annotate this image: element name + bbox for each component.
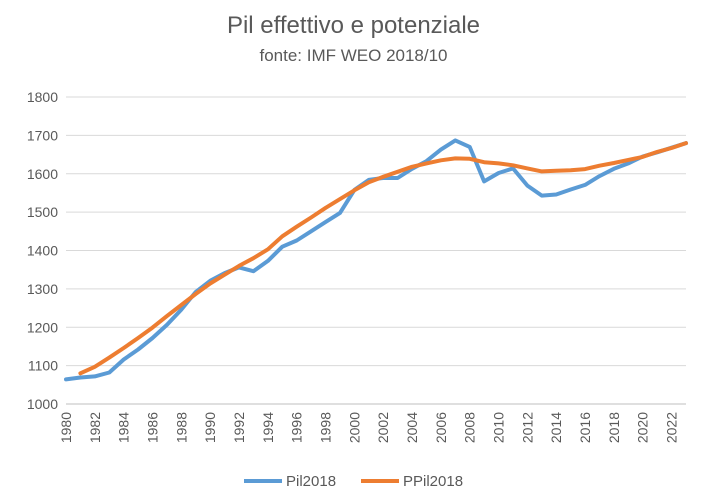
- x-tick-label: 2012: [519, 412, 535, 443]
- series-line-ppil2018: [78, 141, 688, 376]
- y-tick-label: 1300: [27, 281, 58, 297]
- x-tick-label: 2006: [433, 412, 449, 443]
- x-tick-label: 2018: [606, 412, 622, 443]
- y-tick-label: 1100: [28, 358, 58, 374]
- x-tick-label: 2002: [375, 412, 391, 443]
- x-tick-label: 1996: [289, 412, 305, 443]
- y-tick-label: 1800: [27, 89, 58, 105]
- x-tick-label: 1988: [173, 412, 189, 443]
- x-tick-label: 2022: [664, 412, 680, 443]
- x-tick-label: 1986: [145, 412, 161, 443]
- x-tick-label: 2020: [635, 412, 651, 443]
- x-tick-label: 1982: [87, 412, 103, 443]
- series-line-pil2018: [64, 138, 688, 382]
- x-tick-label: 1998: [318, 412, 334, 443]
- x-tick-label: 1990: [202, 412, 218, 443]
- x-tick-label: 1984: [116, 412, 132, 443]
- x-tick-label: 1992: [231, 412, 247, 443]
- y-tick-label: 1000: [27, 396, 58, 412]
- x-tick-label: 2016: [577, 412, 593, 443]
- x-tick-label: 2000: [346, 412, 362, 443]
- y-tick-label: 1500: [27, 204, 58, 220]
- x-tick-label: 2014: [548, 412, 564, 443]
- x-tick-label: 1980: [58, 412, 74, 443]
- y-tick-label: 1600: [27, 166, 58, 182]
- y-tick-label: 1400: [27, 243, 58, 259]
- legend-label-pil2018: Pil2018: [286, 473, 336, 490]
- x-tick-label: 2008: [462, 412, 478, 443]
- chart-subtitle: fonte: IMF WEO 2018/10: [259, 46, 448, 65]
- x-tick-label: 2004: [404, 412, 420, 443]
- y-tick-label: 1200: [27, 319, 58, 335]
- chart-title: Pil effettivo e potenziale: [226, 12, 481, 39]
- y-tick-label: 1700: [27, 127, 58, 143]
- x-tick-label: 2010: [491, 412, 507, 443]
- x-tick-label: 1994: [260, 412, 276, 443]
- legend-label-ppil2018: PPil2018: [403, 473, 463, 490]
